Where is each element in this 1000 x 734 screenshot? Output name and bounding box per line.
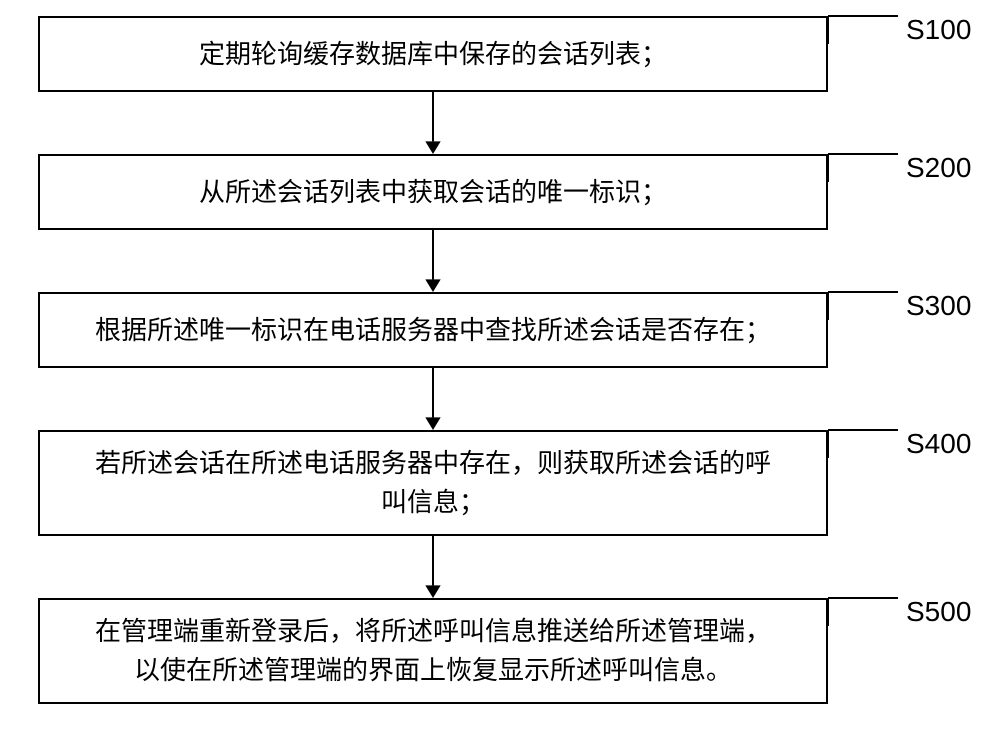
step-label-text: S400 <box>906 428 971 459</box>
step-label-text: S500 <box>906 596 971 627</box>
step-label-3: S300 <box>906 290 971 322</box>
step-label-text: S200 <box>906 152 971 183</box>
step-label-text: S300 <box>906 290 971 321</box>
step-label-2: S200 <box>906 152 971 184</box>
step-callout-5 <box>0 0 1000 734</box>
step-label-5: S500 <box>906 596 971 628</box>
flowchart-canvas: 定期轮询缓存数据库中保存的会话列表；从所述会话列表中获取会话的唯一标识；根据所述… <box>0 0 1000 734</box>
step-label-text: S100 <box>906 14 971 45</box>
step-label-4: S400 <box>906 428 971 460</box>
step-label-1: S100 <box>906 14 971 46</box>
